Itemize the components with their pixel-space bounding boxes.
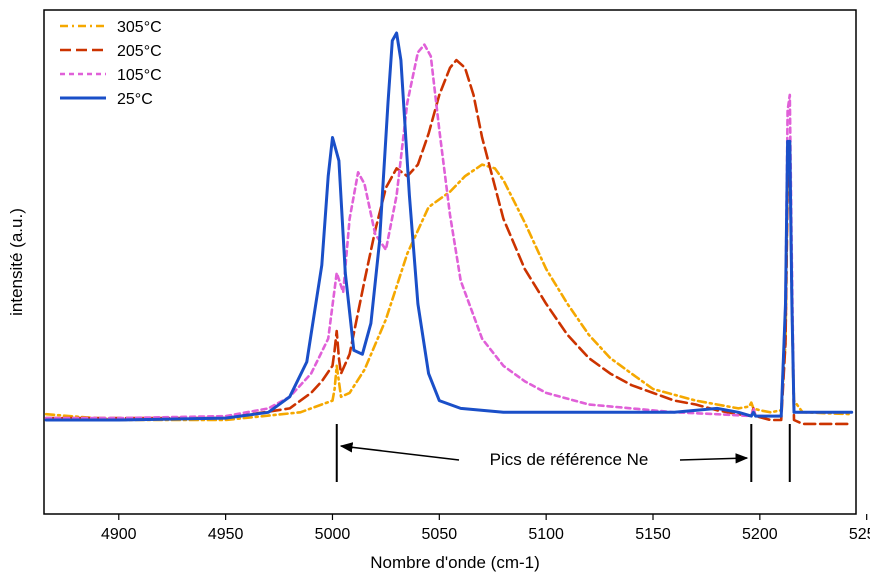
x-tick-label-5100: 5100 bbox=[528, 526, 564, 543]
series-line-0 bbox=[44, 140, 853, 422]
x-tick-label-5050: 5050 bbox=[422, 526, 458, 543]
y-axis-label: intensité (a.u.) bbox=[7, 208, 26, 316]
series-line-2 bbox=[44, 43, 853, 420]
series-line-3 bbox=[44, 31, 854, 422]
x-tick-label-4950: 4950 bbox=[208, 526, 244, 543]
legend: 305°C 205°C 105°C 25°C bbox=[60, 19, 162, 108]
x-tick-label-4900: 4900 bbox=[101, 526, 137, 543]
x-tick-label-5250: 5250 bbox=[849, 526, 870, 543]
legend-label-2: 105°C bbox=[117, 67, 162, 84]
x-tick-label-5150: 5150 bbox=[635, 526, 671, 543]
annotation-arrow-right bbox=[679, 453, 749, 464]
x-axis-label: Nombre d'onde (cm-1) bbox=[370, 553, 540, 572]
legend-label-3: 25°C bbox=[117, 91, 153, 108]
series-layer bbox=[44, 31, 854, 426]
plot-frame bbox=[43, 9, 857, 515]
legend-label-0: 305°C bbox=[117, 19, 162, 36]
x-tick-label-5000: 5000 bbox=[315, 526, 351, 543]
legend-label-1: 205°C bbox=[117, 43, 162, 60]
x-tick-label-5200: 5200 bbox=[742, 526, 778, 543]
x-axis-ticks: 4900 4950 5000 5050 5100 5150 5200 5250 bbox=[101, 514, 870, 543]
annotation-label: Pics de référence Ne bbox=[490, 450, 649, 469]
annotation-arrow-left bbox=[339, 442, 460, 461]
series-line-1 bbox=[44, 58, 853, 426]
reference-lines bbox=[335, 424, 791, 482]
